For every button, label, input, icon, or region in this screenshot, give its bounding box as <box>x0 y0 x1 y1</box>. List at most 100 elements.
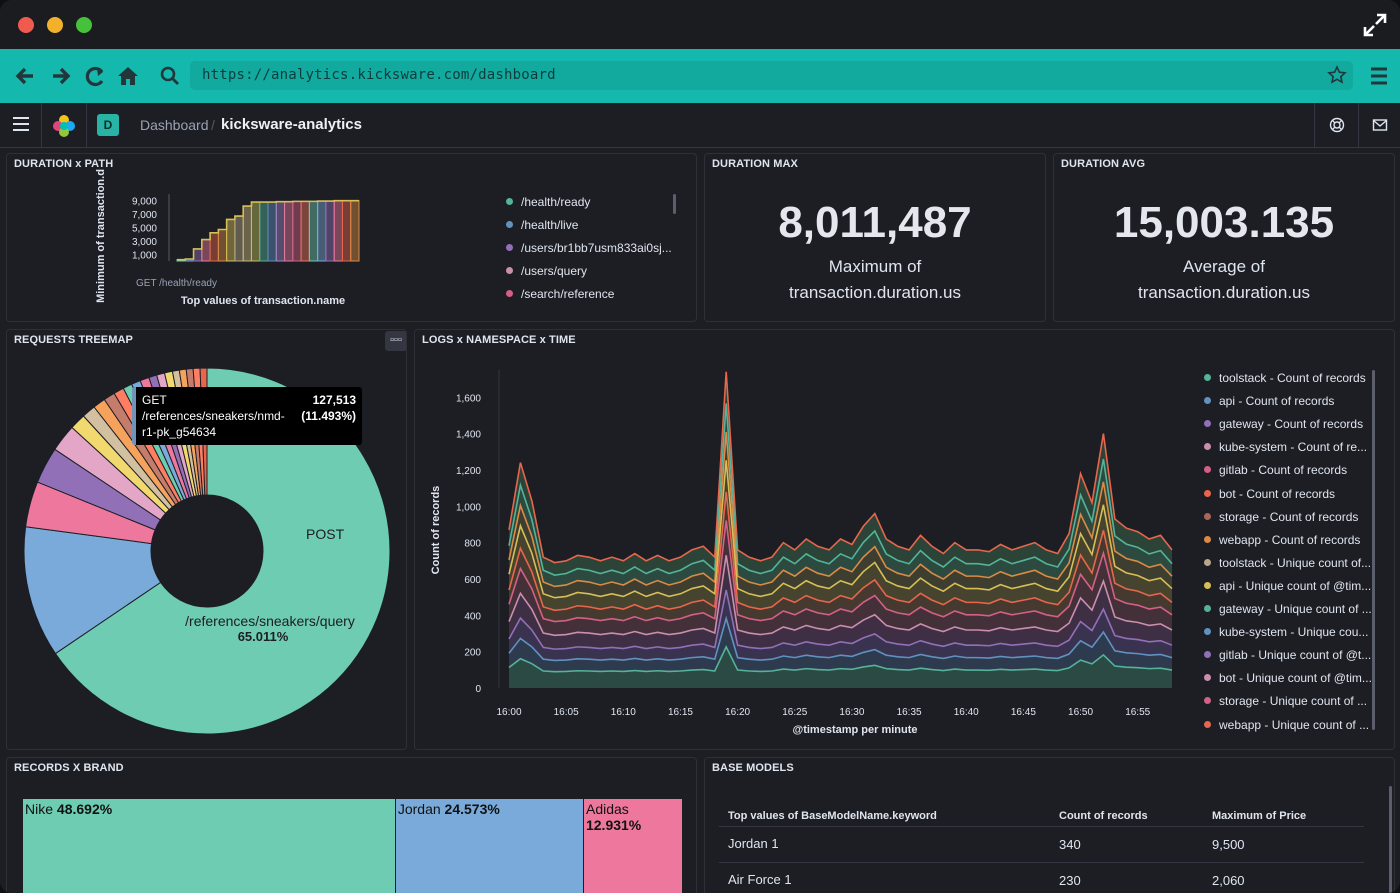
duration-bar[interactable] <box>341 200 352 262</box>
table-scrollbar[interactable] <box>1389 786 1392 893</box>
legend-item[interactable]: gitlab - Count of records <box>1204 463 1347 477</box>
brand-cell[interactable]: Adidas 12.931% <box>583 799 682 893</box>
y-tick-label: 0 <box>475 684 481 695</box>
forward-arrow-icon[interactable] <box>48 63 74 89</box>
bookmark-star-icon[interactable] <box>1327 65 1347 85</box>
duration-bar[interactable] <box>201 239 211 262</box>
legend-item[interactable]: toolstack - Count of records <box>1204 371 1366 385</box>
breadcrumb-dashboard[interactable]: Dashboard <box>140 117 209 133</box>
y-tick-label: 1,000 <box>456 502 481 513</box>
metric-label-line1: Maximum of <box>828 257 922 276</box>
legend-item[interactable]: storage - Unique count of ... <box>1204 694 1367 708</box>
breadcrumb-separator: / <box>211 117 215 133</box>
area-series[interactable] <box>509 460 1172 611</box>
pie-slice[interactable] <box>54 367 391 735</box>
x-tick-label: 16:00 <box>496 707 521 718</box>
metric-label-line2: transaction.duration.us <box>789 283 961 302</box>
duration-bar[interactable] <box>259 201 269 262</box>
legend-label: storage - Unique count of ... <box>1219 694 1368 709</box>
brand-label: Adidas 12.931% <box>586 801 682 833</box>
legend-scrollbar[interactable] <box>673 194 676 214</box>
home-icon[interactable] <box>115 63 141 89</box>
reload-icon[interactable] <box>82 63 108 89</box>
legend-item[interactable]: storage - Count of records <box>1204 510 1358 524</box>
duration-bar[interactable] <box>292 200 302 262</box>
help-icon[interactable] <box>1329 117 1345 133</box>
zoom-window-button[interactable] <box>76 17 92 33</box>
duration-bar[interactable] <box>275 201 286 262</box>
column-header-name[interactable]: Top values of BaseModelName.keyword <box>728 810 937 822</box>
duration-bar[interactable] <box>193 248 203 262</box>
legend-item[interactable]: webapp - Count of records <box>1204 533 1360 547</box>
brand-cell[interactable]: Nike 48.692% <box>23 799 395 893</box>
legend-item[interactable]: /search/reference <box>506 287 614 301</box>
area-series-line <box>508 555 1173 637</box>
duration-bar[interactable] <box>317 200 327 262</box>
legend-label: /users/br1bb7usm833ai0sj... <box>521 241 672 255</box>
legend-item[interactable]: gateway - Count of records <box>1204 417 1363 431</box>
legend-item[interactable]: kube-system - Unique cou... <box>1204 625 1368 639</box>
url-bar[interactable]: https://analytics.kicksware.com/dashboar… <box>190 61 1353 90</box>
duration-bar[interactable] <box>284 201 294 262</box>
duration-bar[interactable] <box>325 200 335 262</box>
duration-bar[interactable] <box>226 218 236 262</box>
duration-bar[interactable] <box>300 200 310 262</box>
area-series[interactable] <box>509 555 1172 650</box>
legend-item[interactable]: api - Count of records <box>1204 394 1334 408</box>
panel-options-button[interactable]: ▫▫▫ <box>385 331 406 351</box>
duration-bar[interactable] <box>234 215 244 262</box>
duration-bar[interactable] <box>333 200 343 262</box>
legend-item[interactable]: /users/query <box>506 264 587 278</box>
legend-item[interactable]: gateway - Unique count of ... <box>1204 602 1372 616</box>
legend-dot-icon <box>1204 558 1211 566</box>
brand-cell[interactable]: Jordan 24.573% <box>395 799 583 893</box>
legend-item[interactable]: /users/br1bb7usm833ai0sj... <box>506 241 672 255</box>
legend-item[interactable]: toolstack - Unique count of... <box>1204 556 1371 570</box>
legend-item[interactable]: gitlab - Unique count of @t... <box>1204 648 1371 662</box>
table-cell-price: 9,500 <box>1212 837 1245 852</box>
x-tick-label: 16:30 <box>839 707 864 718</box>
legend-item[interactable]: /health/ready <box>506 195 590 209</box>
column-header-count[interactable]: Count of records <box>1059 810 1148 822</box>
duration-bar[interactable] <box>267 201 277 262</box>
menu-icon[interactable] <box>12 116 30 132</box>
legend-item[interactable]: api - Unique count of @tim... <box>1204 579 1371 593</box>
logs-area-chart: 0 200 400 600 800 1,000 1,200 1,400 1,600 16:00 1… <box>430 370 1173 736</box>
duration-bar[interactable] <box>308 200 319 262</box>
requests-pie-chart: POST /references/sneakers/query 65.011% <box>23 367 391 735</box>
elastic-logo-icon[interactable] <box>52 114 76 138</box>
close-window-button[interactable] <box>18 17 34 33</box>
mail-icon[interactable] <box>1372 117 1388 133</box>
legend-dot-icon <box>1204 535 1211 543</box>
legend-dot-icon <box>1204 674 1211 682</box>
legend-item[interactable]: bot - Unique count of @tim... <box>1204 671 1372 685</box>
brand-name: Adidas <box>585 801 629 817</box>
duration-bar[interactable] <box>217 229 228 262</box>
back-arrow-icon[interactable] <box>12 63 38 89</box>
space-badge[interactable]: D <box>97 114 119 136</box>
legend-item[interactable]: /health/live <box>506 218 578 232</box>
area-series[interactable] <box>509 589 1172 661</box>
legend-item[interactable]: bot - Count of records <box>1204 487 1335 501</box>
area-series-line <box>508 645 1173 673</box>
search-icon[interactable] <box>157 63 183 89</box>
tooltip-method: GET <box>142 393 167 407</box>
duration-bar[interactable] <box>242 205 252 262</box>
area-series[interactable] <box>509 646 1172 688</box>
area-series[interactable] <box>509 618 1172 672</box>
column-header-price[interactable]: Maximum of Price <box>1212 810 1307 822</box>
duration-bar[interactable] <box>209 232 219 262</box>
browser-menu-icon[interactable] <box>1366 63 1392 89</box>
pie-slice[interactable] <box>23 526 162 655</box>
fullscreen-icon[interactable] <box>1362 12 1388 38</box>
duration-bar[interactable] <box>350 200 360 262</box>
area-series[interactable] <box>509 520 1172 636</box>
legend-scrollbar[interactable] <box>1372 370 1375 730</box>
table-cell-price: 2,060 <box>1212 873 1245 888</box>
legend-item[interactable]: kube-system - Count of re... <box>1204 440 1367 454</box>
legend-label: api - Count of records <box>1219 394 1335 409</box>
minimize-window-button[interactable] <box>47 17 63 33</box>
legend-item[interactable]: webapp - Unique count of ... <box>1204 718 1369 732</box>
duration-bar[interactable] <box>250 201 261 262</box>
table-cell-name: Air Force 1 <box>728 872 792 887</box>
